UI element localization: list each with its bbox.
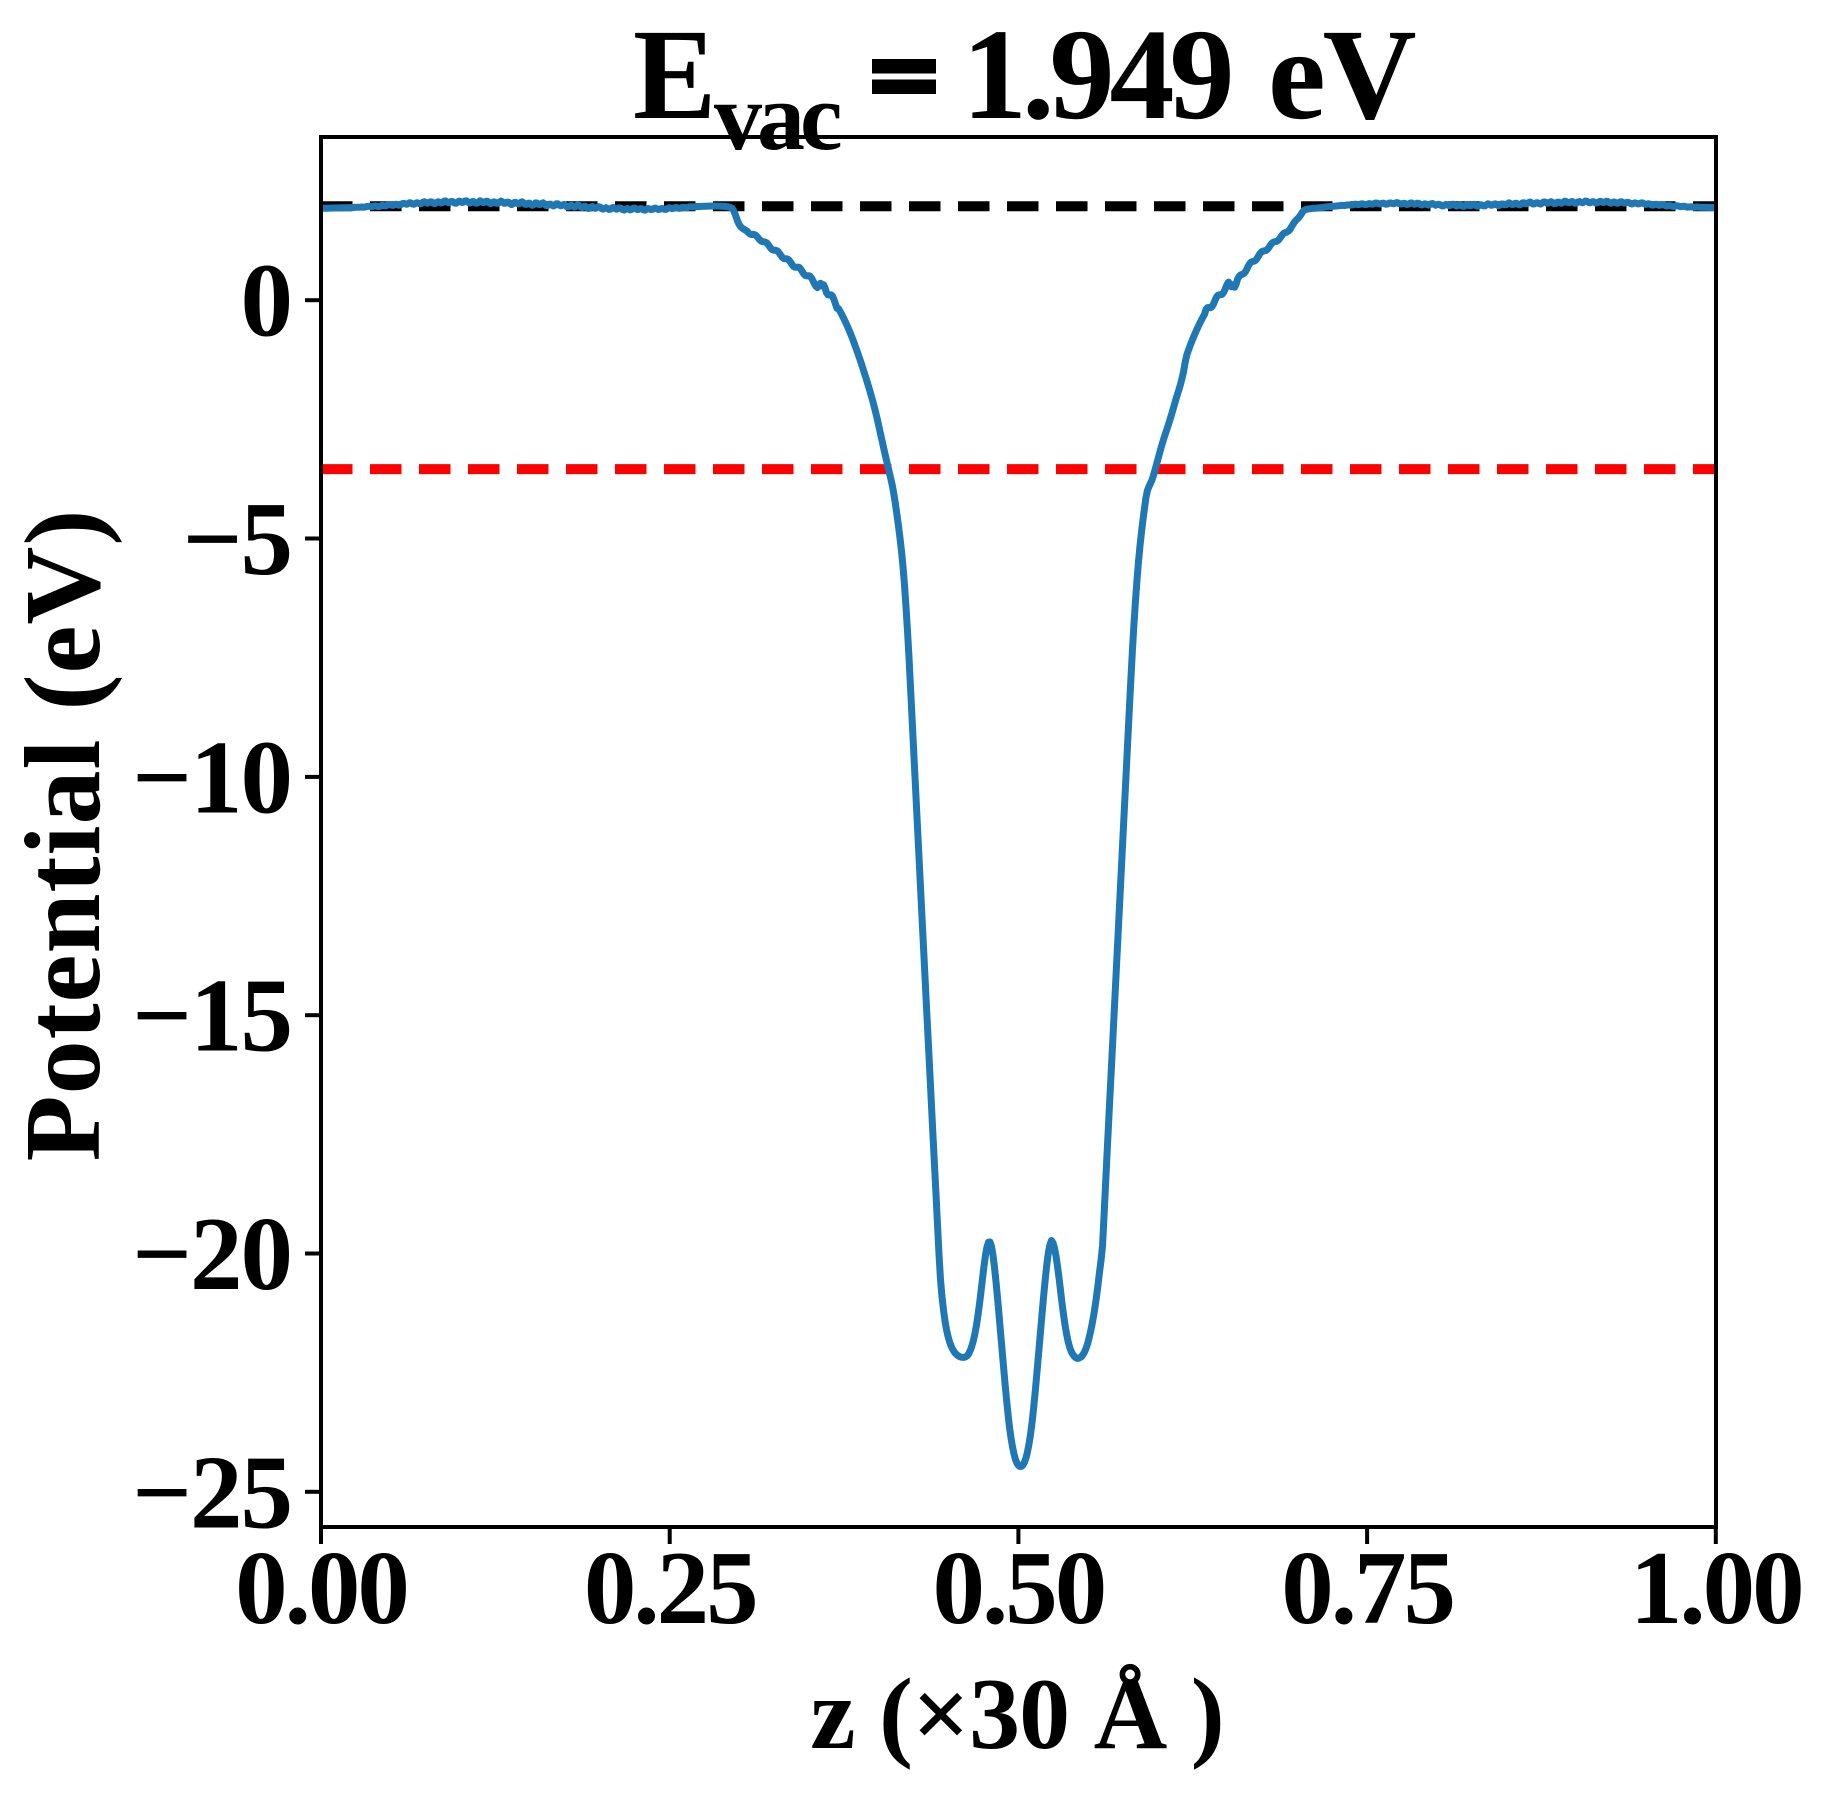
svg-text:−5: −5 (183, 480, 291, 597)
svg-text:0.50: 0.50 (933, 1529, 1105, 1646)
svg-text:0: 0 (241, 242, 292, 359)
svg-text:1.949: 1.949 (962, 3, 1231, 147)
svg-text:1.00: 1.00 (1630, 1529, 1802, 1646)
svg-text:0.25: 0.25 (584, 1529, 756, 1646)
svg-text:Potential (eV): Potential (eV) (4, 509, 123, 1162)
svg-text:−20: −20 (132, 1195, 291, 1312)
svg-text:−10: −10 (132, 718, 291, 835)
svg-text:0.75: 0.75 (1281, 1529, 1453, 1646)
svg-text:0.00: 0.00 (235, 1529, 407, 1646)
svg-text:−25: −25 (132, 1433, 291, 1550)
svg-text:−15: −15 (132, 957, 291, 1074)
svg-text:E: E (633, 2, 716, 147)
svg-text:vac: vac (714, 63, 841, 170)
svg-text:z (×30 Å ): z (×30 Å ) (810, 1658, 1224, 1771)
svg-text:eV: eV (1268, 3, 1416, 147)
